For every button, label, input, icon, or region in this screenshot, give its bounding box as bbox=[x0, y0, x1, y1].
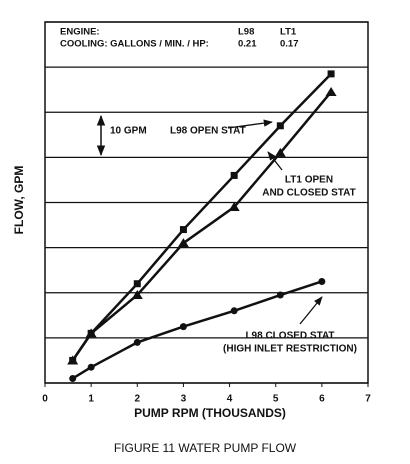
y-axis-label: FLOW, GPM bbox=[12, 166, 26, 235]
scale-label: 10 GPM bbox=[110, 126, 147, 137]
point bbox=[133, 280, 141, 288]
point bbox=[276, 122, 284, 130]
point bbox=[325, 86, 337, 96]
annotation: L98 CLOSED STAT bbox=[245, 331, 334, 342]
header-engine: ENGINE: bbox=[60, 27, 100, 38]
header-col: LT1 bbox=[280, 27, 297, 38]
annotation-arrow bbox=[299, 296, 323, 325]
x-tick-label: 0 bbox=[42, 394, 48, 405]
header-value: 0.21 bbox=[238, 39, 257, 50]
point bbox=[87, 363, 95, 371]
x-tick-label: 1 bbox=[88, 394, 94, 405]
annotation: AND CLOSED STAT bbox=[262, 188, 356, 199]
header-value: 0.17 bbox=[280, 39, 299, 50]
point bbox=[67, 355, 79, 365]
caption: FIGURE 11 WATER PUMP FLOW bbox=[114, 441, 297, 455]
header-col: L98 bbox=[238, 27, 254, 38]
point bbox=[179, 323, 187, 331]
x-axis-label: PUMP RPM (THOUSANDS) bbox=[134, 406, 286, 420]
annotation: LT1 OPEN bbox=[285, 175, 333, 186]
x-tick-label: 3 bbox=[181, 394, 187, 405]
point bbox=[228, 202, 240, 212]
x-tick-label: 4 bbox=[227, 394, 233, 405]
point bbox=[177, 238, 189, 248]
annotation-arrow bbox=[267, 151, 283, 171]
annotation: L98 OPEN STAT bbox=[170, 126, 246, 137]
point bbox=[318, 277, 326, 285]
point bbox=[274, 147, 286, 157]
x-tick-label: 6 bbox=[319, 394, 325, 405]
annotation: (HIGH INLET RESTRICTION) bbox=[223, 344, 357, 355]
x-tick-label: 7 bbox=[365, 394, 371, 405]
annotation-arrow bbox=[227, 119, 273, 129]
point bbox=[230, 307, 238, 315]
point bbox=[131, 290, 143, 300]
point bbox=[230, 171, 238, 179]
x-tick-label: 2 bbox=[135, 394, 141, 405]
x-tick-label: 5 bbox=[273, 394, 279, 405]
point bbox=[133, 338, 141, 346]
point bbox=[69, 374, 77, 382]
point bbox=[85, 328, 97, 338]
point bbox=[327, 70, 335, 78]
point bbox=[276, 291, 284, 299]
point bbox=[179, 226, 187, 234]
header-cooling: COOLING: GALLONS / MIN. / HP: bbox=[60, 39, 209, 50]
